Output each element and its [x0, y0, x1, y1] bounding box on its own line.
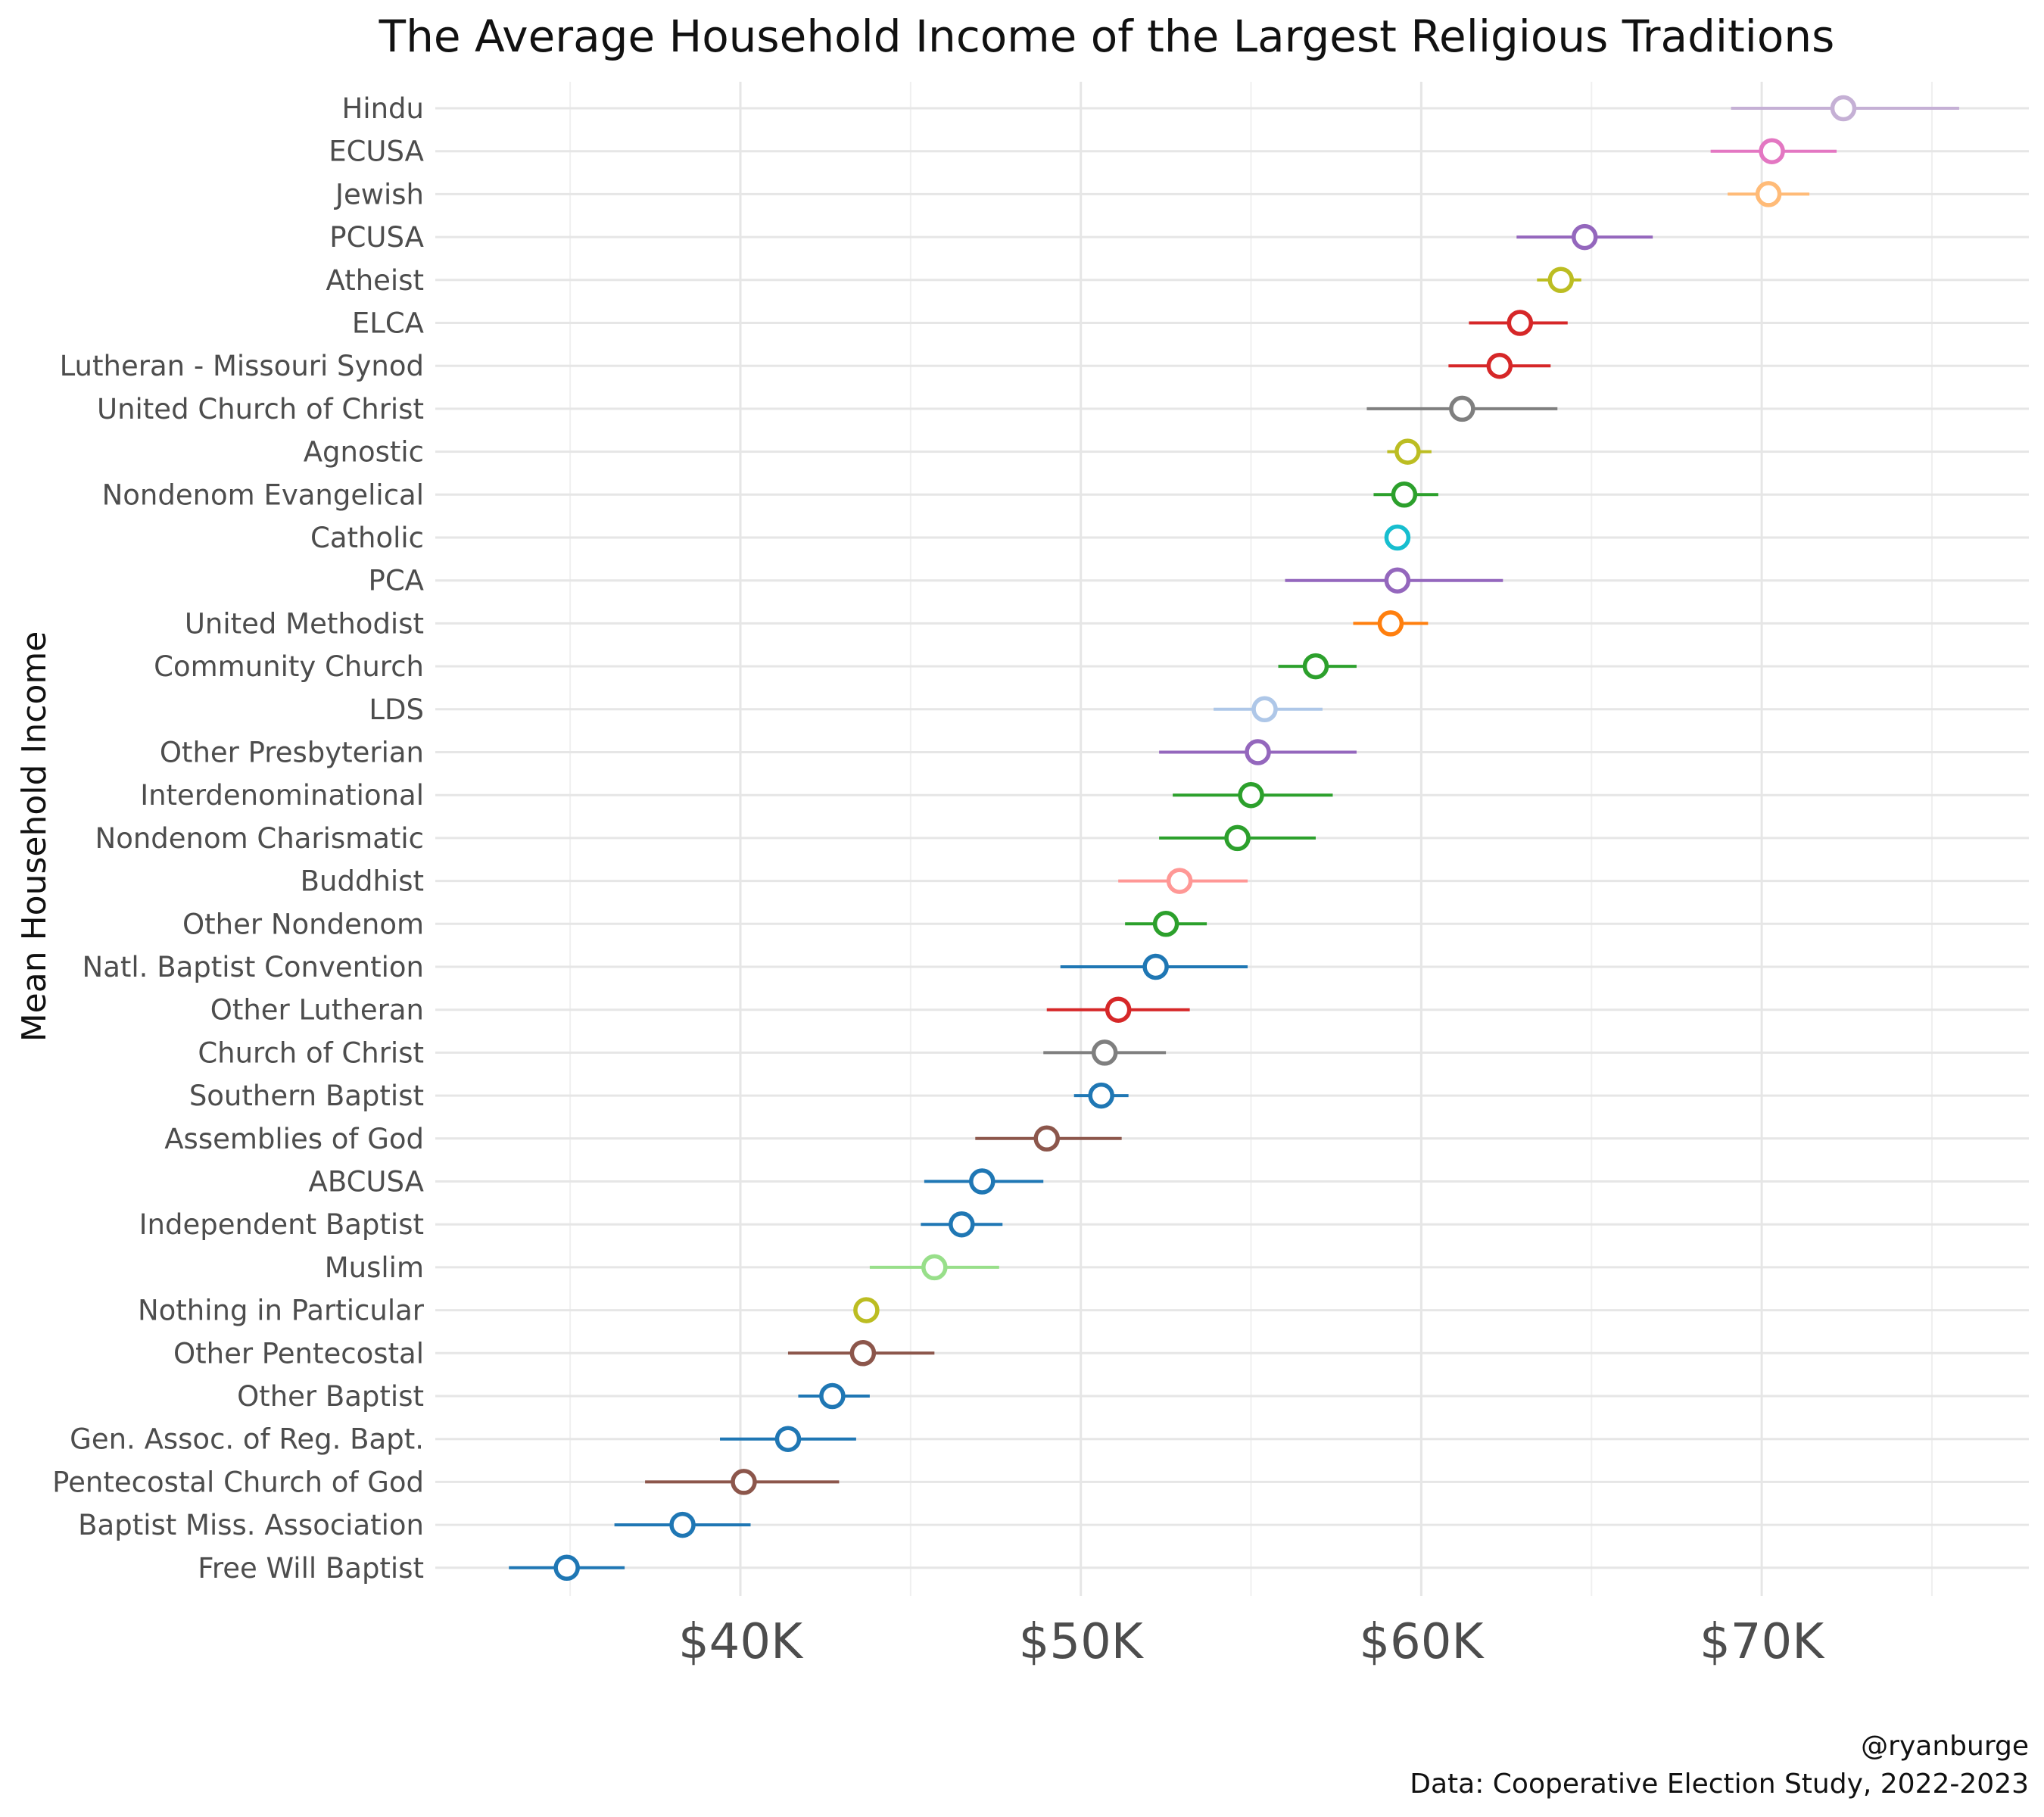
category-label: Other Baptist — [237, 1380, 424, 1413]
category-label: Agnostic — [304, 436, 424, 469]
category-label: Other Nondenom — [182, 908, 424, 940]
data-point — [1830, 95, 1857, 122]
x-tick-label: $50K — [1019, 1614, 1145, 1670]
category-label: Free Will Baptist — [198, 1552, 424, 1585]
category-label: Southern Baptist — [189, 1080, 424, 1112]
data-point — [1238, 781, 1264, 809]
category-label: Nothing in Particular — [138, 1295, 425, 1327]
x-tick-label: $70K — [1700, 1614, 1825, 1670]
data-point — [1486, 352, 1513, 379]
category-label: United Methodist — [185, 607, 424, 640]
category-label: Church of Christ — [198, 1036, 424, 1069]
data-point — [774, 1426, 802, 1452]
data-point — [1152, 911, 1179, 937]
data-point — [1142, 953, 1169, 980]
data-point — [1384, 524, 1411, 551]
category-label: Hindu — [342, 92, 425, 125]
category-label: Gen. Assoc. of Reg. Bapt. — [70, 1423, 424, 1456]
data-point — [949, 1211, 975, 1238]
data-point — [1091, 1039, 1118, 1066]
data-point — [921, 1254, 948, 1281]
data-point — [819, 1382, 846, 1410]
data-point — [1166, 868, 1193, 894]
category-label: ELCA — [352, 307, 424, 340]
data-point — [969, 1168, 996, 1195]
category-label: ABCUSA — [309, 1166, 424, 1198]
category-label: Buddhist — [301, 865, 424, 898]
category-label: Jewish — [334, 178, 424, 210]
y-axis-title: Mean Household Income — [15, 631, 54, 1043]
category-label: PCUSA — [329, 221, 424, 254]
data-point — [853, 1297, 880, 1323]
category-label: Catholic — [310, 522, 424, 554]
category-label: Lutheran - Missouri Synod — [60, 350, 424, 382]
category-label: Interdenominational — [140, 779, 424, 812]
category-label: Other Presbyterian — [160, 737, 424, 769]
category-label: PCA — [369, 565, 424, 597]
data-point — [1394, 438, 1421, 465]
data-point — [1572, 223, 1598, 251]
data-point — [1384, 567, 1411, 594]
caption-handle: @ryanburge — [1861, 1731, 2029, 1762]
data-point — [731, 1469, 757, 1495]
data-point — [1088, 1082, 1114, 1109]
category-label: Other Pentecostal — [173, 1337, 424, 1370]
data-point — [1449, 395, 1475, 422]
data-point — [1755, 181, 1782, 207]
category-label: Natl. Baptist Convention — [83, 951, 424, 983]
data-point — [1507, 310, 1534, 336]
chart-title: The Average Household Income of the Larg… — [379, 11, 1835, 62]
x-tick-label: $60K — [1359, 1614, 1485, 1670]
category-label: Baptist Miss. Association — [78, 1509, 424, 1541]
data-point — [849, 1340, 877, 1367]
x-tick-label: $40K — [678, 1614, 804, 1670]
data-point — [1251, 696, 1278, 723]
category-label: Independent Baptist — [139, 1208, 424, 1241]
category-label: Atheist — [326, 264, 424, 297]
data-point — [1302, 653, 1329, 680]
category-label: Nondenom Evangelical — [102, 478, 424, 511]
data-point — [1547, 266, 1575, 294]
data-marks — [509, 95, 1959, 1582]
data-point — [1759, 138, 1785, 164]
category-label: ECUSA — [329, 136, 424, 168]
category-labels: Hindu ECUSA Jewish PCUSA Atheist ELCA Lutheran… — [52, 92, 425, 1585]
category-label: Muslim — [325, 1251, 424, 1284]
category-label: LDS — [369, 693, 424, 726]
data-point — [1377, 610, 1404, 637]
category-label: United Church of Christ — [97, 393, 424, 425]
data-point — [1391, 482, 1418, 508]
data-point — [553, 1554, 580, 1582]
caption-source: Data: Cooperative Election Study, 2022-2… — [1410, 1769, 2029, 1800]
data-point — [1224, 824, 1251, 852]
category-label: Nondenom Charismatic — [95, 822, 424, 855]
data-point — [1105, 996, 1132, 1023]
category-label: Other Lutheran — [210, 994, 424, 1027]
category-label: Pentecostal Church of God — [52, 1466, 424, 1498]
category-label: Community Church — [154, 650, 424, 683]
data-point — [669, 1511, 696, 1538]
data-point — [1033, 1125, 1060, 1152]
data-point — [1245, 739, 1271, 765]
x-tick-labels: $40K $50K $60K $70K — [678, 1614, 1825, 1670]
category-label: Assemblies of God — [164, 1123, 424, 1155]
